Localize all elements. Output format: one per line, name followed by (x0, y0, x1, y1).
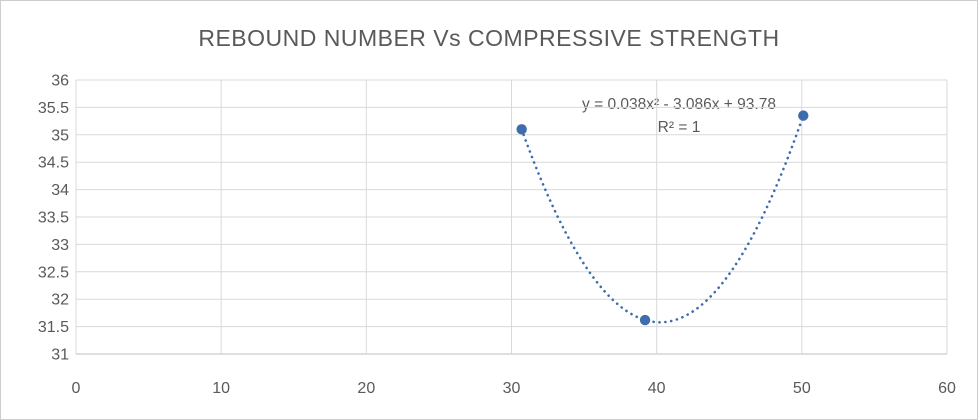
y-axis-tick-label: 34 (51, 182, 69, 199)
x-axis-tick-label: 10 (212, 380, 230, 397)
x-axis-tick-label: 60 (938, 380, 956, 397)
x-axis-tick-label: 50 (793, 380, 811, 397)
y-axis-tick-label: 31 (51, 347, 69, 364)
y-axis-tick-label: 34.5 (38, 155, 69, 172)
data-point[interactable] (798, 110, 809, 121)
y-axis-tick-label: 35 (51, 127, 69, 144)
chart-title: REBOUND NUMBER Vs COMPRESSIVE STRENGTH (198, 25, 780, 51)
trendline-label: y = 0.038x² - 3.086x + 93.78 R² = 1 (582, 93, 776, 139)
data-point[interactable] (516, 124, 527, 135)
y-axis-tick-label: 31.5 (38, 319, 69, 336)
x-axis-tick-label: 30 (503, 380, 521, 397)
trendline[interactable] (520, 114, 805, 324)
x-axis-tick-label: 40 (648, 380, 666, 397)
y-axis-tick-label: 36 (51, 73, 69, 90)
x-axis-tick-label: 20 (357, 380, 375, 397)
y-axis-tick-label: 35.5 (38, 100, 69, 117)
y-axis-tick-label: 32 (51, 292, 69, 309)
data-point[interactable] (639, 314, 651, 326)
trendline-r-squared: R² = 1 (657, 119, 701, 136)
x-axis-tick-label: 0 (72, 380, 81, 397)
y-axis-tick-label: 32.5 (38, 264, 69, 281)
y-axis-tick-label: 33.5 (38, 210, 69, 227)
y-axis-tick-label: 33 (51, 237, 69, 254)
trendline-equation: y = 0.038x² - 3.086x + 93.78 (582, 96, 776, 113)
